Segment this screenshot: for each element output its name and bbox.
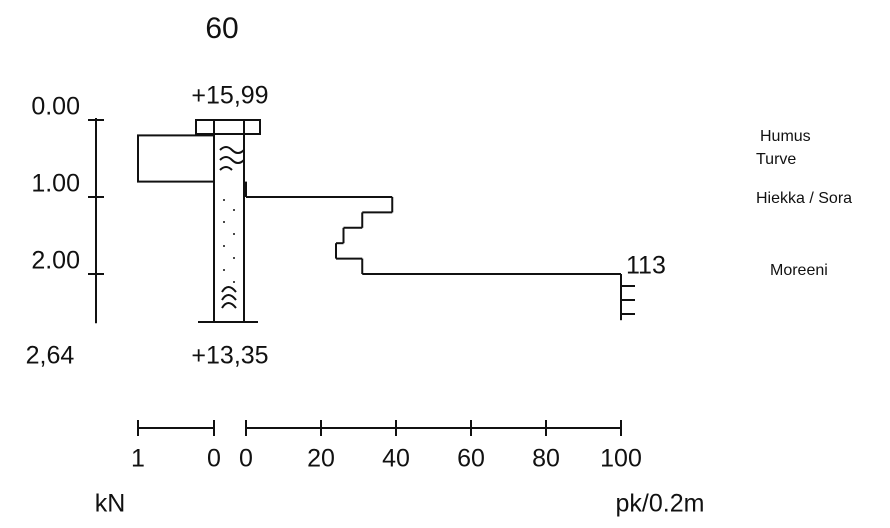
kn-tick-label: 0: [207, 445, 221, 473]
pk-unit: pk/0.2m: [616, 490, 705, 518]
depth-label: 0.00: [31, 93, 80, 121]
depth-label: 2.00: [31, 247, 80, 275]
depth-label: 1.00: [31, 170, 80, 198]
layer-label: Humus: [760, 128, 811, 145]
kn-bar: [137, 134, 215, 183]
top-elevation: +15,99: [191, 82, 268, 110]
layer-label: Turve: [756, 151, 796, 168]
point-id: 60: [205, 12, 238, 45]
pk-tick-label: 100: [600, 445, 642, 473]
rod-column: [195, 119, 635, 323]
pk-tick-label: 40: [382, 445, 410, 473]
bottom-elevation: +13,35: [191, 342, 268, 370]
kn-unit: kN: [95, 490, 126, 518]
pk-tick-label: 0: [239, 445, 253, 473]
layer-label: Hiekka / Sora: [756, 190, 852, 207]
kn-tick-label: 1: [131, 445, 145, 473]
layer-label: Moreeni: [770, 262, 828, 279]
pk-tick-label: 80: [532, 445, 560, 473]
end-depth: 2,64: [26, 342, 75, 370]
pk-tick-label: 20: [307, 445, 335, 473]
pk-tick-label: 60: [457, 445, 485, 473]
max-annotation: 113: [626, 252, 666, 280]
